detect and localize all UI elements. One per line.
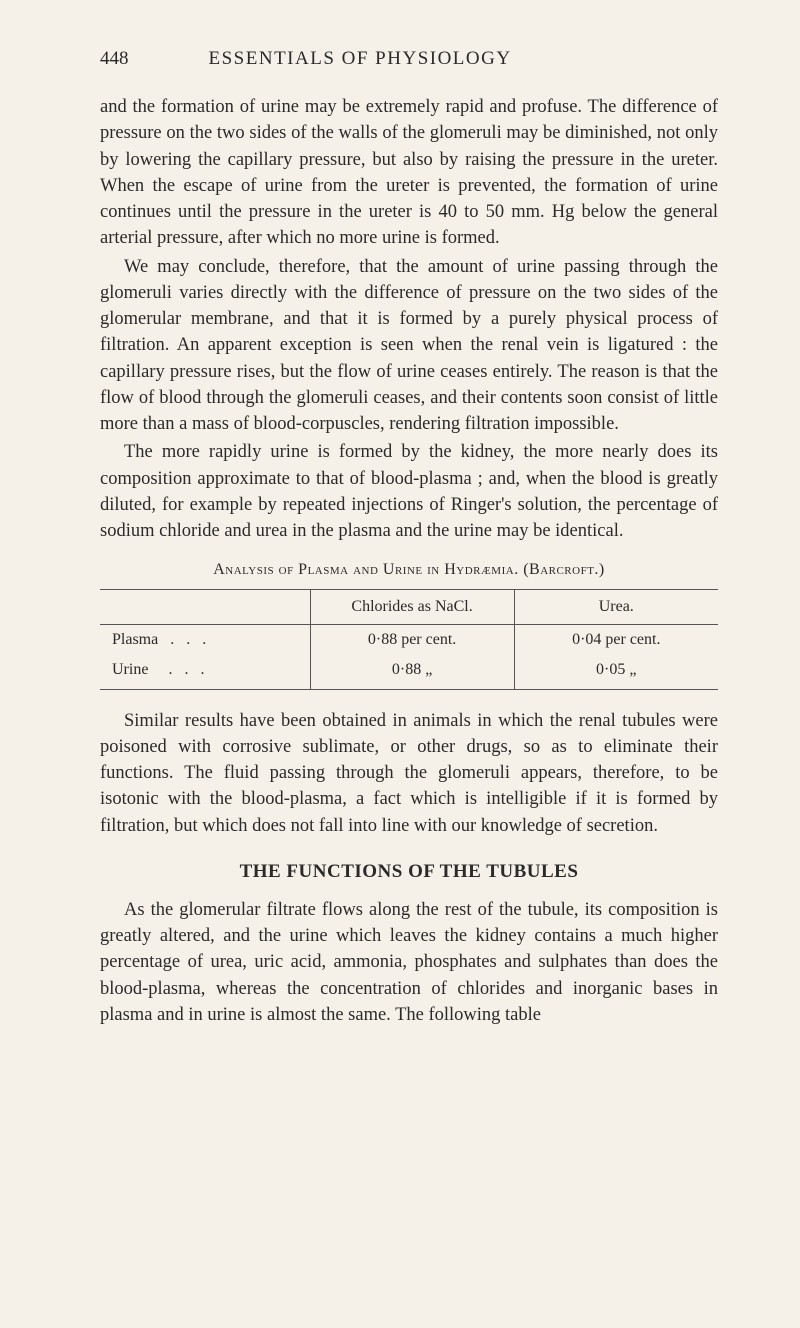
table-header-chlorides: Chlorides as NaCl. xyxy=(310,589,514,624)
page-header: 448 ESSENTIALS OF PHYSIOLOGY xyxy=(100,48,718,70)
row-chlorides: 0·88 per cent. xyxy=(310,624,514,655)
paragraph-2: We may conclude, therefore, that the amo… xyxy=(100,254,718,438)
analysis-table: Chlorides as NaCl. Urea. Plasma ... 0·88… xyxy=(100,589,718,690)
running-title: ESSENTIALS OF PHYSIOLOGY xyxy=(209,48,512,70)
row-chlorides: 0·88 „ xyxy=(310,655,514,690)
table-header-urea: Urea. xyxy=(514,589,718,624)
paragraph-1: and the formation of urine may be extrem… xyxy=(100,94,718,252)
table-row: Plasma ... 0·88 per cent. 0·04 per cent. xyxy=(100,624,718,655)
row-label: Urine ... xyxy=(100,655,310,690)
table-header-empty xyxy=(100,589,310,624)
page-number: 448 xyxy=(100,48,129,70)
paragraph-4: Similar results have been obtained in an… xyxy=(100,708,718,839)
table-caption: Analysis of Plasma and Urine in Hydræmia… xyxy=(100,561,718,579)
table-row: Urine ... 0·88 „ 0·05 „ xyxy=(100,655,718,690)
paragraph-3: The more rapidly urine is formed by the … xyxy=(100,439,718,544)
row-urea: 0·05 „ xyxy=(514,655,718,690)
row-label: Plasma ... xyxy=(100,624,310,655)
section-heading: THE FUNCTIONS OF THE TUBULES xyxy=(100,861,718,883)
paragraph-5: As the glomerular filtrate flows along t… xyxy=(100,897,718,1028)
row-urea: 0·04 per cent. xyxy=(514,624,718,655)
